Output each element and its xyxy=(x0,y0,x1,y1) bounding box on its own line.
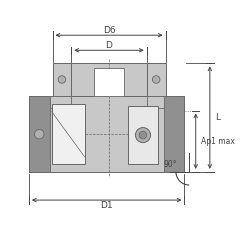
Bar xyxy=(94,68,124,96)
Bar xyxy=(147,63,166,96)
Bar xyxy=(53,63,71,96)
Bar xyxy=(48,96,71,108)
Circle shape xyxy=(58,76,66,83)
Bar xyxy=(52,104,84,164)
Text: Ap1 max: Ap1 max xyxy=(201,137,235,146)
Circle shape xyxy=(35,129,44,139)
Bar xyxy=(128,106,158,164)
Text: L: L xyxy=(216,113,221,122)
Circle shape xyxy=(135,127,150,143)
Bar xyxy=(164,96,184,172)
Text: 90°: 90° xyxy=(163,160,177,169)
Circle shape xyxy=(139,131,147,139)
Bar xyxy=(71,63,147,96)
Text: D6: D6 xyxy=(103,26,115,35)
Bar xyxy=(29,96,50,172)
Text: D1: D1 xyxy=(100,201,113,210)
Bar xyxy=(147,96,170,108)
Circle shape xyxy=(152,76,160,83)
Text: D: D xyxy=(106,41,113,50)
Bar xyxy=(29,96,184,172)
